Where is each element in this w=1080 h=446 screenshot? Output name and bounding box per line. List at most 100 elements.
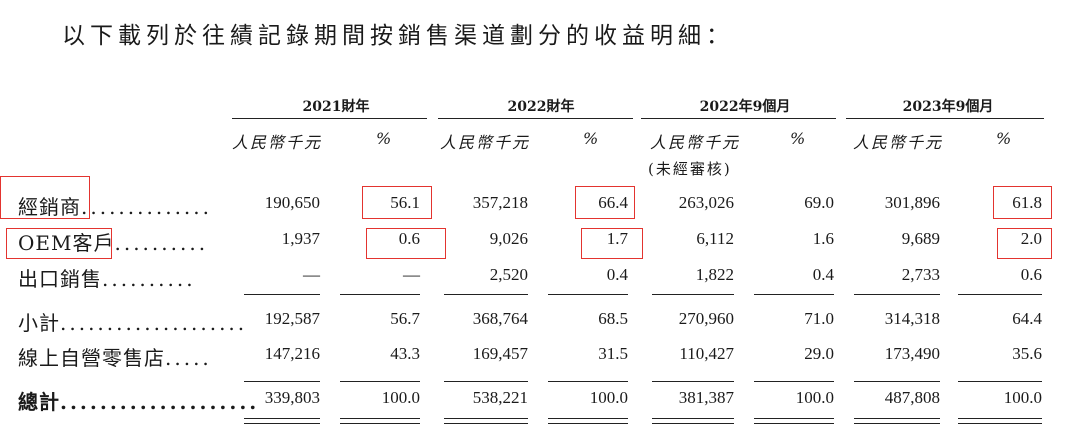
highlight-box (0, 176, 90, 219)
cell-value: 71.0 (804, 309, 834, 328)
intro-text: 以下載列於往績記錄期間按銷售渠道劃分的收益明細： (62, 23, 734, 49)
cell-value: 100.0 (381, 388, 420, 407)
leader-dots: .................... (60, 390, 260, 414)
leader-dots: .................... (60, 311, 248, 335)
period-header-2022: 2022財年 (507, 99, 575, 115)
total-double-underline (958, 418, 1042, 419)
total-double-underline (244, 423, 320, 424)
cell-value: 0.6 (1020, 265, 1042, 284)
cell-value: 339,803 (264, 388, 320, 407)
row-label: 總計.................... (18, 386, 259, 415)
cell-value: 314,318 (884, 309, 940, 328)
cell-value: 538,221 (472, 388, 528, 407)
cell-value: 192,587 (264, 309, 320, 328)
total-double-underline (444, 423, 528, 424)
cell-value: 31.5 (598, 344, 628, 363)
row-label-text: 經銷商 (18, 195, 81, 219)
unit-pct-header: % (790, 129, 808, 148)
header-underline (438, 118, 633, 119)
header-underline (232, 118, 427, 119)
cell-value: 68.5 (598, 309, 628, 328)
total-top-line (652, 381, 734, 382)
subtotal-line (958, 294, 1042, 295)
subtotal-line (244, 294, 320, 295)
cell-value: 35.6 (1012, 344, 1042, 363)
cell-value: 263,026 (678, 193, 734, 212)
row-label: 出口銷售.......... (18, 263, 196, 292)
subtotal-line (754, 294, 834, 295)
total-double-underline (340, 423, 420, 424)
cell-value: 169,457 (472, 344, 528, 363)
cell-value: 100.0 (1003, 388, 1042, 407)
total-double-underline (548, 418, 628, 419)
cell-value: 61.8 (1012, 193, 1042, 212)
cell-value: — (303, 265, 320, 284)
total-double-underline (444, 418, 528, 419)
highlight-box (362, 186, 432, 219)
cell-value: 147,216 (264, 344, 320, 363)
cell-value: 270,960 (678, 309, 734, 328)
total-top-line (444, 381, 528, 382)
total-top-line (854, 381, 940, 382)
subtotal-line (854, 294, 940, 295)
cell-value: 0.4 (812, 265, 834, 284)
cell-value: — (403, 265, 420, 284)
cell-value: 2.0 (1020, 229, 1042, 248)
cell-value: 2,733 (901, 265, 940, 284)
cell-value: 1,822 (695, 265, 734, 284)
unit-rmb-header: 人民幣千元 (650, 133, 741, 152)
highlight-box (997, 228, 1052, 259)
highlight-box (366, 228, 446, 259)
cell-value: 56.7 (390, 309, 420, 328)
total-top-line (754, 381, 834, 382)
cell-value: 66.4 (598, 193, 628, 212)
unit-pct-header: % (996, 129, 1014, 148)
row-label: 線上自營零售店..... (18, 342, 212, 371)
unit-rmb-header: 人民幣千元 (440, 133, 531, 152)
leader-dots: ..... (165, 346, 212, 370)
row-label-text: OEM客戶 (18, 231, 115, 255)
unaudited-note: (未經審核) (648, 160, 732, 178)
cell-value: 9,689 (901, 229, 940, 248)
total-double-underline (340, 418, 420, 419)
cell-value: 1,937 (281, 229, 320, 248)
cell-value: 43.3 (390, 344, 420, 363)
cell-value: 110,427 (679, 344, 734, 363)
total-top-line (340, 381, 420, 382)
unit-pct-header: % (376, 129, 394, 148)
leader-dots: .......... (114, 231, 209, 255)
row-label-text: 小計 (18, 311, 60, 335)
total-double-underline (548, 423, 628, 424)
cell-value: 357,218 (472, 193, 528, 212)
cell-value: 29.0 (804, 344, 834, 363)
highlight-box (575, 186, 635, 219)
cell-value: 190,650 (264, 193, 320, 212)
row-label: 小計.................... (18, 307, 247, 336)
unit-rmb-header: 人民幣千元 (853, 133, 944, 152)
cell-value: 6,112 (696, 229, 734, 248)
header-underline (846, 118, 1044, 119)
unit-rmb-header: 人民幣千元 (232, 133, 323, 152)
cell-value: 69.0 (804, 193, 834, 212)
period-header-2021: 2021財年 (302, 99, 370, 115)
total-double-underline (652, 423, 734, 424)
cell-value: 9,026 (489, 229, 528, 248)
total-double-underline (244, 418, 320, 419)
subtotal-line (652, 294, 734, 295)
unit-pct-header: % (583, 129, 601, 148)
period-header-2022-9m: 2022年9個月 (699, 99, 791, 115)
total-top-line (244, 381, 320, 382)
subtotal-line (444, 294, 528, 295)
subtotal-line (340, 294, 420, 295)
header-underline (641, 118, 836, 119)
total-double-underline (754, 423, 834, 424)
cell-value: 56.1 (390, 193, 420, 212)
cell-value: 368,764 (472, 309, 528, 328)
highlight-box (6, 228, 112, 259)
total-top-line (548, 381, 628, 382)
total-top-line (958, 381, 1042, 382)
leader-dots: .......... (102, 267, 196, 291)
cell-value: 2,520 (489, 265, 528, 284)
leader-dots: .............. (81, 195, 213, 219)
cell-value: 1.7 (606, 229, 628, 248)
